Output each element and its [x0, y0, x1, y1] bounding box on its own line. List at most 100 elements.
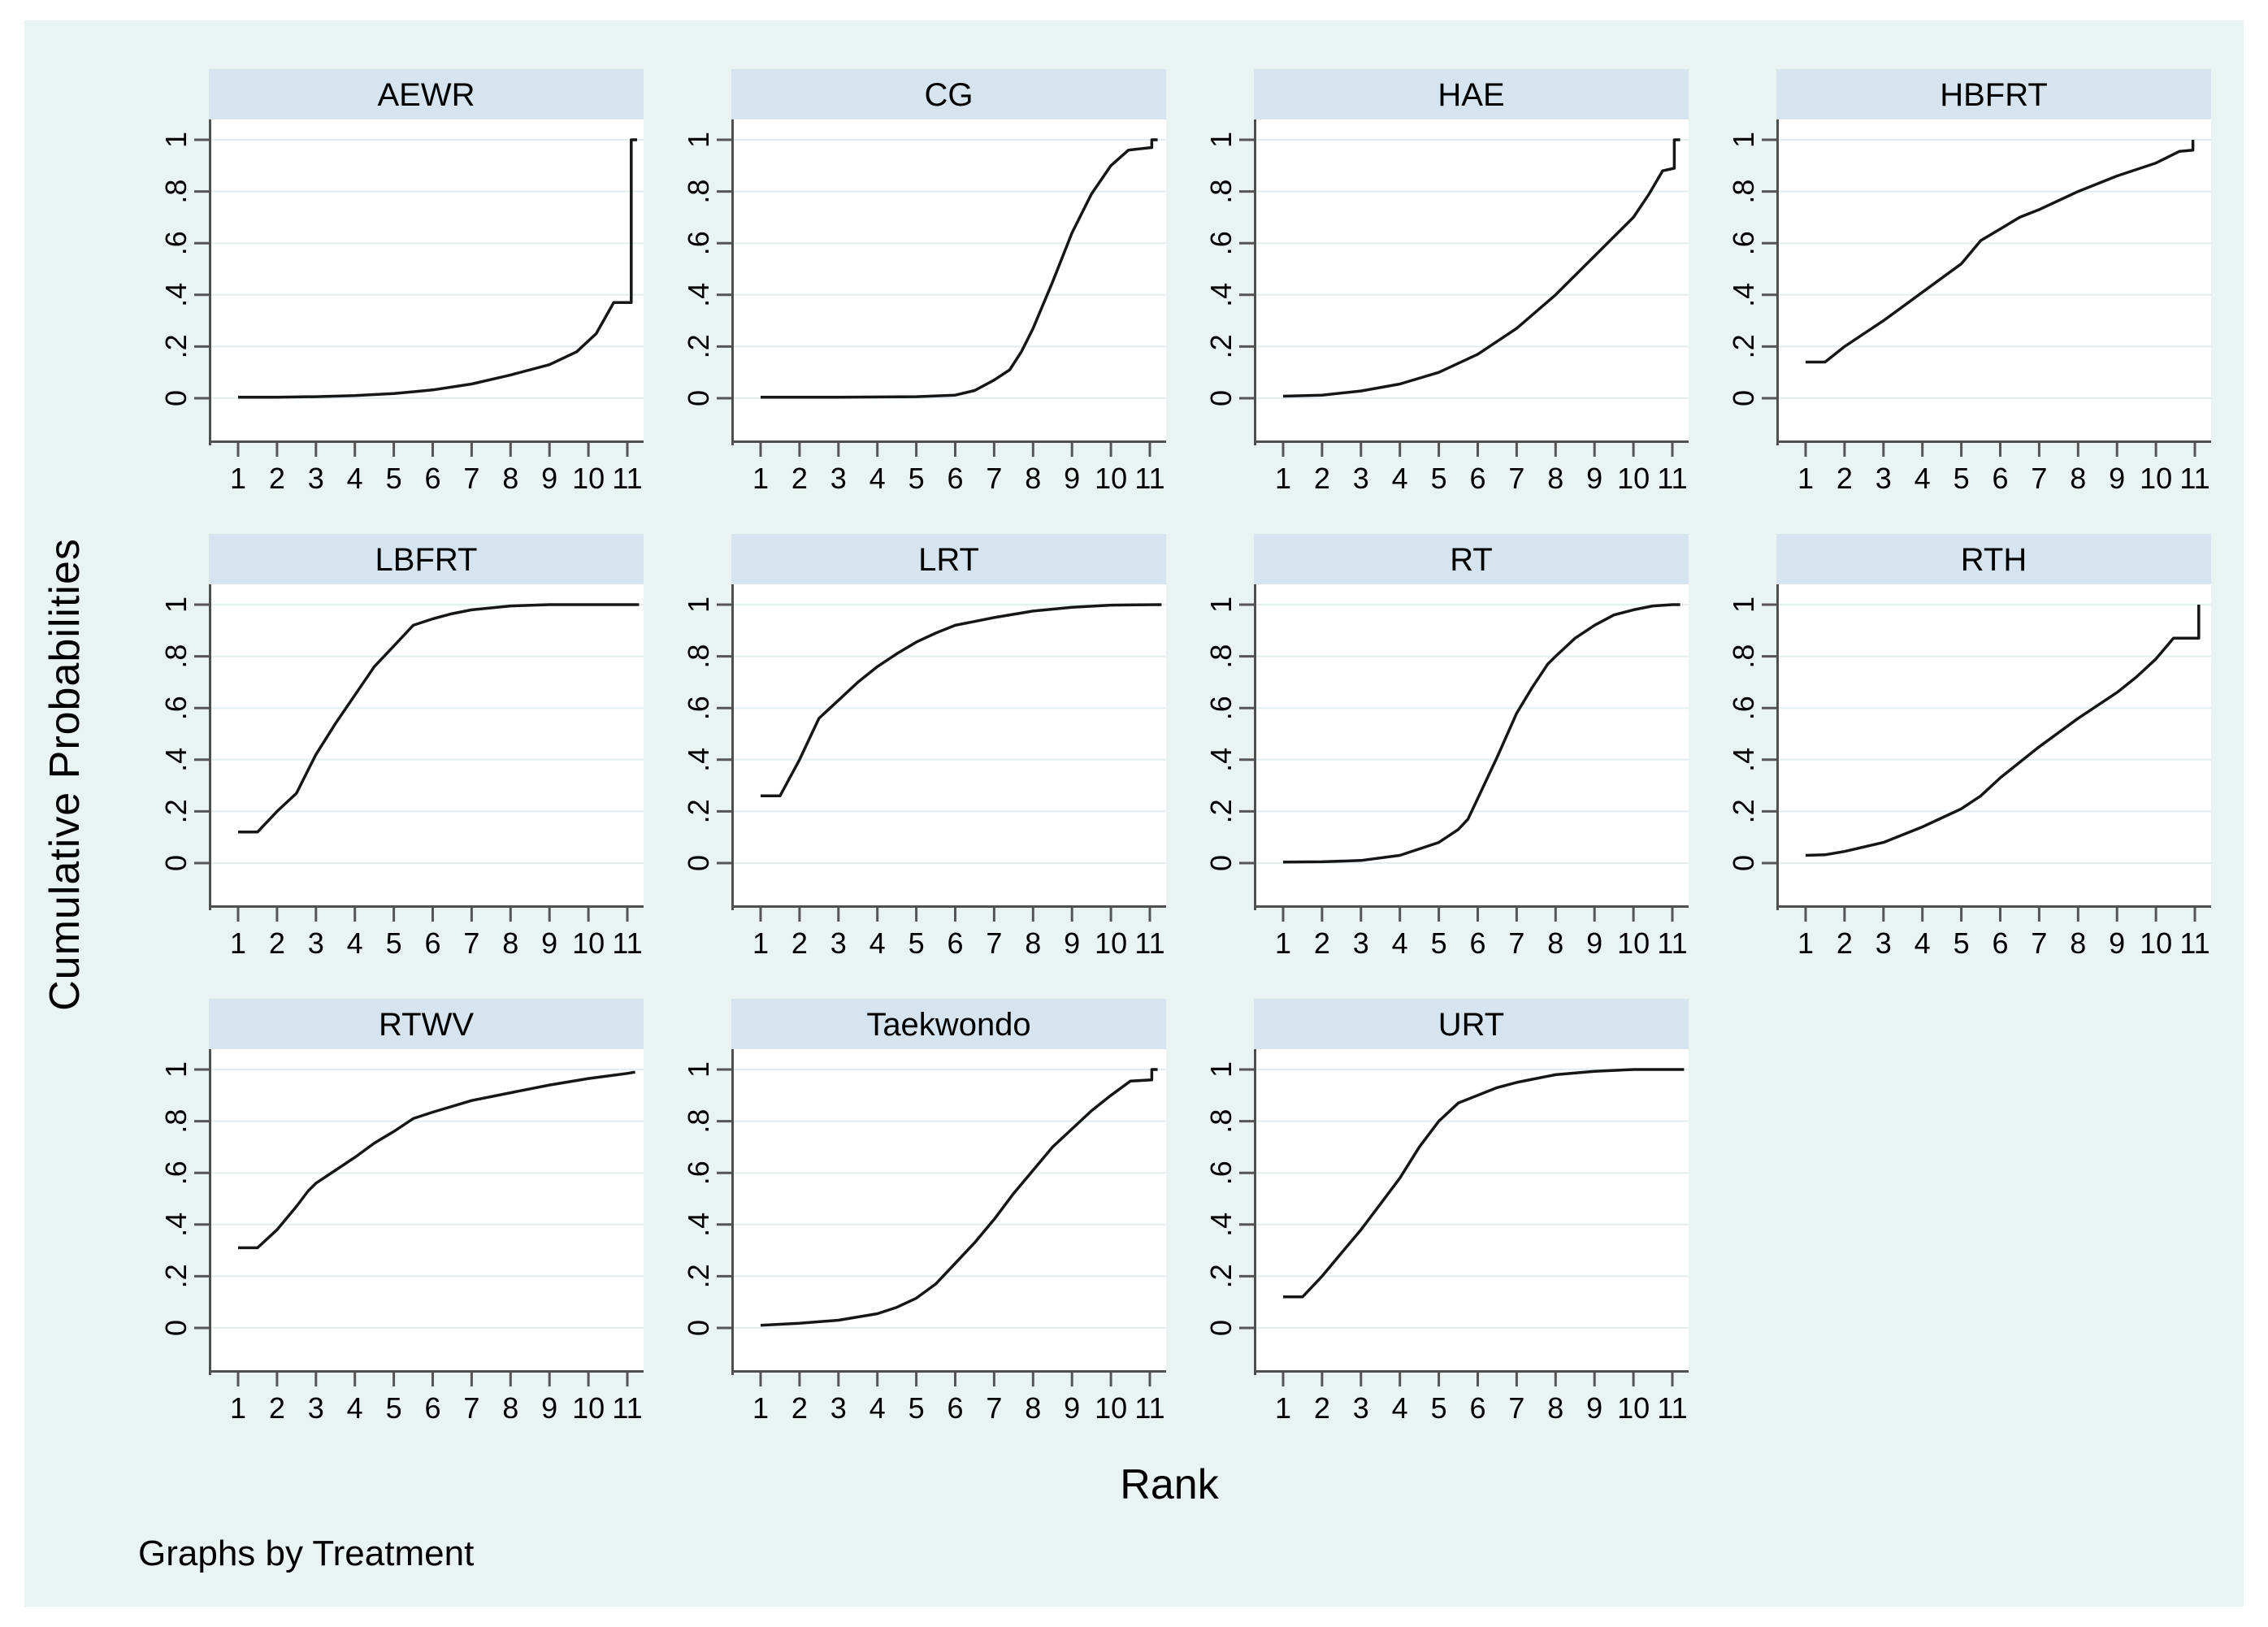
cdf-curve [1805, 605, 2201, 857]
y-tick-label: 1 [1727, 597, 1760, 613]
y-tick-label: .8 [1204, 180, 1238, 204]
y-tick-label: 0 [159, 855, 193, 871]
y-tick-label: .8 [682, 180, 715, 204]
y-tick-label: 0 [1204, 855, 1238, 871]
panel-title-bar [1254, 69, 1689, 119]
x-tick-label: 2 [269, 462, 285, 495]
y-tick-label: .8 [1204, 1109, 1238, 1134]
panel-title-bar [1254, 999, 1689, 1049]
panel-title: LRT [918, 542, 979, 578]
y-tick-label: .8 [1204, 644, 1238, 669]
x-tick-label: 8 [2070, 926, 2086, 960]
x-tick-label: 1 [1797, 462, 1814, 495]
x-tick-label: 8 [2070, 462, 2086, 495]
figure: Cumulative Probabilities AEWR 0.2.4.6.8 1 1… [24, 20, 2244, 1607]
x-tick-label: 6 [1469, 462, 1485, 495]
x-tick-label: 7 [1508, 926, 1524, 960]
x-tick-label: 8 [1547, 462, 1563, 495]
plot-area [1254, 1049, 1689, 1373]
panel-title-bar [1254, 534, 1689, 584]
x-tick-label: 11 [612, 462, 642, 495]
x-tick-label: 6 [947, 926, 963, 960]
panel-chart: CG0.2.4.6.811 2 3 4 5 6 7 8 9 10 11 [682, 69, 1166, 495]
x-tick-label: 5 [1431, 926, 1447, 960]
y-tick-label: 0 [1204, 390, 1238, 406]
x-tick-label: 9 [2109, 462, 2125, 495]
x-tick-label: 1 [752, 462, 769, 495]
y-tick-label: .4 [682, 1213, 715, 1237]
x-tick-label: 1 [230, 926, 246, 960]
y-tick-label: 0 [159, 1320, 193, 1336]
x-tick-label: 11 [1134, 1391, 1164, 1425]
panel-title-bar [1776, 534, 2211, 584]
panel-RTH: RTH 0.2.4.6.8 1 1 2 3 4 5 6 7 8 9 10 11 [1689, 534, 2211, 973]
panels-grid: AEWR 0.2.4.6.8 1 1 2 3 4 5 6 7 8 9 10 11 CG 0.2.4.6.8 1 1… [121, 69, 2218, 1438]
y-tick-label: .8 [159, 1109, 193, 1134]
panel-title: CG [925, 77, 974, 113]
x-tick-label: 6 [947, 462, 963, 495]
x-tick-label: 4 [869, 926, 886, 960]
panel-title-bar [209, 999, 644, 1049]
x-tick-label: 4 [347, 1391, 363, 1425]
plot-area [1254, 584, 1689, 908]
panel-title: RTH [1961, 542, 2027, 578]
panel-HAE: HAE 0.2.4.6.8 1 1 2 3 4 5 6 7 8 9 10 11 [1166, 69, 1689, 508]
x-tick-label: 11 [612, 1391, 642, 1425]
x-tick-label: 7 [986, 1391, 1002, 1425]
x-tick-label: 6 [947, 1391, 963, 1425]
cdf-curve [238, 1070, 635, 1250]
x-tick-label: 8 [1025, 462, 1041, 495]
y-tick-label: 1 [159, 1061, 193, 1078]
panel-title: RTWV [379, 1007, 474, 1043]
x-tick-label: 10 [572, 1391, 605, 1425]
plot-area [731, 584, 1166, 908]
x-tick-label: 2 [1837, 926, 1853, 960]
plot-area [731, 1049, 1166, 1373]
x-tick-label: 7 [2031, 926, 2047, 960]
y-tick-label: .4 [1204, 283, 1238, 307]
plot-area [1254, 119, 1689, 443]
y-tick-label: .2 [682, 1264, 715, 1288]
y-tick-label: .6 [682, 696, 715, 720]
x-tick-label: 11 [1134, 462, 1164, 495]
y-tick-label: 1 [159, 132, 193, 148]
x-tick-label: 3 [308, 926, 324, 960]
x-tick-label: 5 [1431, 462, 1447, 495]
x-tick-label: 1 [1275, 926, 1291, 960]
panel-title: HAE [1438, 77, 1504, 113]
panel-title: URT [1438, 1007, 1504, 1043]
x-tick-label: 4 [1392, 926, 1408, 960]
y-tick-label: 1 [1204, 132, 1238, 148]
x-tick-label: 6 [424, 1391, 440, 1425]
panel-LBFRT: LBFRT 0.2.4.6.8 1 1 2 3 4 5 6 7 8 9 10 11 [121, 534, 644, 973]
x-tick-label: 1 [752, 926, 769, 960]
x-tick-label: 9 [2109, 926, 2125, 960]
x-tick-label: 5 [909, 926, 925, 960]
x-tick-label: 7 [1508, 1391, 1524, 1425]
y-tick-label: 1 [682, 597, 715, 613]
panel-title-bar [731, 999, 1166, 1049]
panel-RTWV: RTWV 0.2.4.6.8 1 1 2 3 4 5 6 7 8 9 10 11 [121, 999, 644, 1438]
y-tick-label: .4 [1204, 748, 1238, 772]
y-tick-label: .2 [159, 799, 193, 823]
x-tick-label: 11 [1657, 462, 1687, 495]
x-tick-label: 6 [1992, 462, 2008, 495]
x-tick-label: 11 [612, 926, 642, 960]
y-tick-label: .2 [682, 334, 715, 358]
x-tick-label: 6 [1469, 1391, 1485, 1425]
x-tick-label: 8 [1547, 926, 1563, 960]
panel-URT: URT 0.2.4.6.8 1 1 2 3 4 5 6 7 8 9 10 11 [1166, 999, 1689, 1438]
y-tick-label: .8 [682, 644, 715, 669]
x-tick-label: 9 [1064, 1391, 1080, 1425]
x-tick-label: 5 [386, 1391, 402, 1425]
x-tick-label: 10 [1095, 1391, 1127, 1425]
y-tick-label: .8 [159, 644, 193, 669]
panel-title-bar [731, 69, 1166, 119]
y-axis-title: Cumulative Probabilities [41, 538, 89, 1011]
y-tick-label: .6 [1204, 696, 1238, 720]
